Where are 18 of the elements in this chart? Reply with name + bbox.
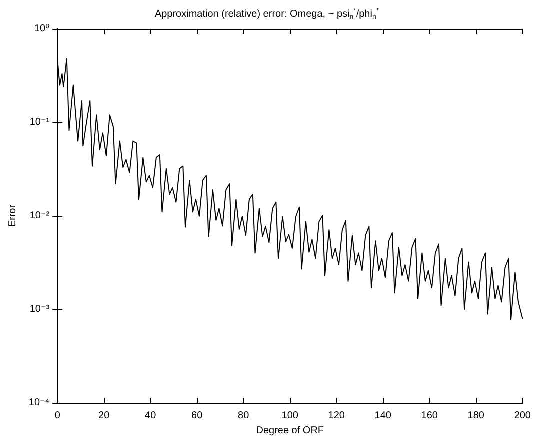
x-axis-title: Degree of ORF bbox=[256, 426, 324, 436]
x-tick-label: 180 bbox=[468, 410, 485, 422]
x-tick-label: 60 bbox=[192, 410, 204, 422]
y-tick-label: 10⁻³ bbox=[30, 304, 50, 316]
x-tick-label: 100 bbox=[282, 410, 299, 422]
x-tick-label: 20 bbox=[98, 410, 110, 422]
x-tick-label: 140 bbox=[374, 410, 392, 422]
y-tick-label: 10⁻⁴ bbox=[28, 398, 50, 409]
x-tick-label: 80 bbox=[238, 410, 250, 422]
x-tick-label: 200 bbox=[514, 410, 532, 422]
y-tick-label: 10⁻¹ bbox=[30, 117, 50, 128]
y-tick-label: 10⁰ bbox=[34, 24, 50, 34]
x-tick-label: 40 bbox=[145, 410, 157, 422]
y-axis-title: Error bbox=[8, 204, 18, 228]
y-tick-label: 10⁻² bbox=[30, 210, 50, 222]
x-tick-label: 160 bbox=[421, 410, 438, 422]
x-tick-label: 120 bbox=[328, 410, 346, 422]
x-tick-label: 0 bbox=[54, 410, 61, 422]
